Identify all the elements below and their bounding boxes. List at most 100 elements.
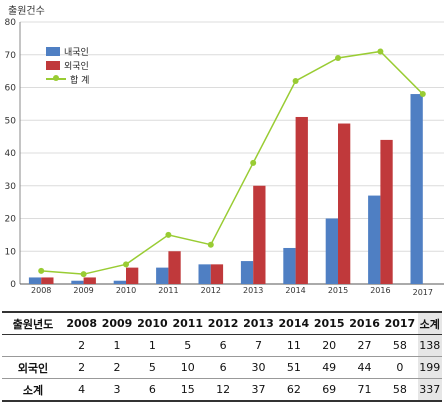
table-cell: 15 xyxy=(170,378,206,402)
table-row: 소계 4 3 6 15 12 37 62 69 71 58 337 xyxy=(2,378,442,402)
table-cell: 2 xyxy=(64,356,100,379)
y-axis-label: 출원건수 xyxy=(8,6,45,17)
table-header-cell: 2015 xyxy=(311,311,347,335)
table-cell: 337 xyxy=(417,378,442,402)
table-header-cell: 2008 xyxy=(64,311,100,335)
bar-domestic xyxy=(410,94,423,284)
bar-foreign xyxy=(41,277,54,284)
bar-foreign xyxy=(83,277,96,284)
legend-label-domestic: 내국인 xyxy=(64,47,89,58)
table-cell: 44 xyxy=(346,356,383,379)
total-point xyxy=(250,159,257,166)
bar-domestic xyxy=(325,218,338,284)
table-header-cell: 2014 xyxy=(276,311,312,335)
legend-label-foreign: 외국인 xyxy=(64,61,89,72)
table-cell: 6 xyxy=(134,378,171,402)
table-cell: 0 xyxy=(382,356,418,379)
table-row: 외국인 2 2 5 10 6 30 51 49 44 0 199 xyxy=(2,356,442,379)
x-tick-label: 2016 xyxy=(370,286,390,295)
table-cell: 11 xyxy=(276,334,312,357)
chart-area: 0 10 20 30 40 50 60 70 80 2008 2009 2010 2011 2012 201… xyxy=(5,6,444,297)
bar-foreign xyxy=(210,264,224,284)
table-cell: 58 xyxy=(382,334,418,357)
table-cell: 71 xyxy=(346,378,383,402)
total-point xyxy=(80,271,87,278)
bar-foreign xyxy=(380,139,393,284)
bar-domestic xyxy=(368,195,381,284)
table-header-cell: 소계 xyxy=(417,311,442,335)
table-cell: 1 xyxy=(99,334,135,357)
total-point xyxy=(207,241,214,248)
table-cell: 4 xyxy=(64,378,100,402)
total-point xyxy=(377,48,384,55)
y-tick-label: 50 xyxy=(5,116,17,126)
table-cell: 5 xyxy=(134,356,171,379)
table-cell: 6 xyxy=(205,356,241,379)
x-tick-label: 2009 xyxy=(73,286,93,295)
table-row-label xyxy=(2,334,64,357)
total-point xyxy=(419,91,426,98)
bar-foreign xyxy=(126,267,139,284)
bar-domestic xyxy=(240,261,254,284)
bar-domestic xyxy=(156,267,169,284)
x-tick-label: 2014 xyxy=(285,286,305,295)
bar-foreign xyxy=(295,116,308,284)
data-table: 출원년도 2008 2009 2010 2011 2012 2013 2014 … xyxy=(2,311,442,402)
legend: 내국인 외국인 합 계 xyxy=(46,44,89,86)
y-tick-label: 10 xyxy=(5,247,17,257)
bar-foreign xyxy=(338,123,351,285)
y-tick-label: 40 xyxy=(5,149,17,159)
total-point xyxy=(123,261,129,268)
total-point xyxy=(292,77,299,84)
total-point xyxy=(165,231,172,238)
table-cell: 2 xyxy=(64,334,100,357)
table-cell: 138 xyxy=(417,334,442,357)
x-tick-label: 2008 xyxy=(31,286,51,295)
y-tick-label: 60 xyxy=(5,84,17,94)
bar-foreign xyxy=(168,251,181,284)
table-cell: 3 xyxy=(99,378,135,402)
table-cell: 20 xyxy=(311,334,347,357)
legend-item-total: 합 계 xyxy=(46,72,89,86)
table-row-label: 소계 xyxy=(2,378,64,402)
legend-label-total: 합 계 xyxy=(70,75,90,86)
x-tick-label: 2012 xyxy=(201,286,221,295)
bar-line-chart: 0 10 20 30 40 50 60 70 80 2008 2009 2010 2011 2012 201… xyxy=(5,18,444,297)
table-cell: 12 xyxy=(205,378,241,402)
table-cell: 30 xyxy=(240,356,277,379)
bar-domestic xyxy=(283,247,296,284)
table-cell: 199 xyxy=(417,356,442,379)
table-header-cell: 2009 xyxy=(99,311,135,335)
table-cell: 37 xyxy=(240,378,277,402)
table-cell: 27 xyxy=(346,334,383,357)
table-cell: 62 xyxy=(276,378,312,402)
table-row-label: 외국인 xyxy=(2,356,64,379)
x-tick-label: 2013 xyxy=(243,286,263,295)
y-tick-label: 70 xyxy=(5,51,17,61)
table-cell: 49 xyxy=(311,356,347,379)
bar-domestic xyxy=(28,277,42,284)
table-cell: 1 xyxy=(134,334,171,357)
table-header-cell: 2013 xyxy=(240,311,277,335)
table-cell: 10 xyxy=(170,356,206,379)
table-header-row: 출원년도 2008 2009 2010 2011 2012 2013 2014 … xyxy=(2,311,442,335)
y-tick-label: 30 xyxy=(5,182,17,192)
legend-item-foreign: 외국인 xyxy=(46,58,89,72)
bar-domestic xyxy=(71,280,84,284)
table-row: 2 1 1 5 6 7 11 20 27 58 138 xyxy=(2,334,442,357)
table-header-cell: 2011 xyxy=(170,311,206,335)
x-tick-label: 2017 xyxy=(413,288,433,297)
table-header-cell: 2012 xyxy=(205,311,241,335)
y-tick-label: 80 xyxy=(5,18,17,28)
x-tick-label: 2010 xyxy=(116,286,136,295)
legend-swatch-total xyxy=(46,75,66,81)
table-cell: 6 xyxy=(205,334,241,357)
x-tick-label: 2011 xyxy=(158,286,178,295)
table-cell: 58 xyxy=(382,378,418,402)
bar-foreign xyxy=(253,185,266,284)
bar-domestic xyxy=(198,264,211,284)
total-point xyxy=(38,267,45,274)
table-header-cell: 2010 xyxy=(134,311,171,335)
table-header-cell: 출원년도 xyxy=(2,311,64,335)
table-cell: 51 xyxy=(276,356,312,379)
